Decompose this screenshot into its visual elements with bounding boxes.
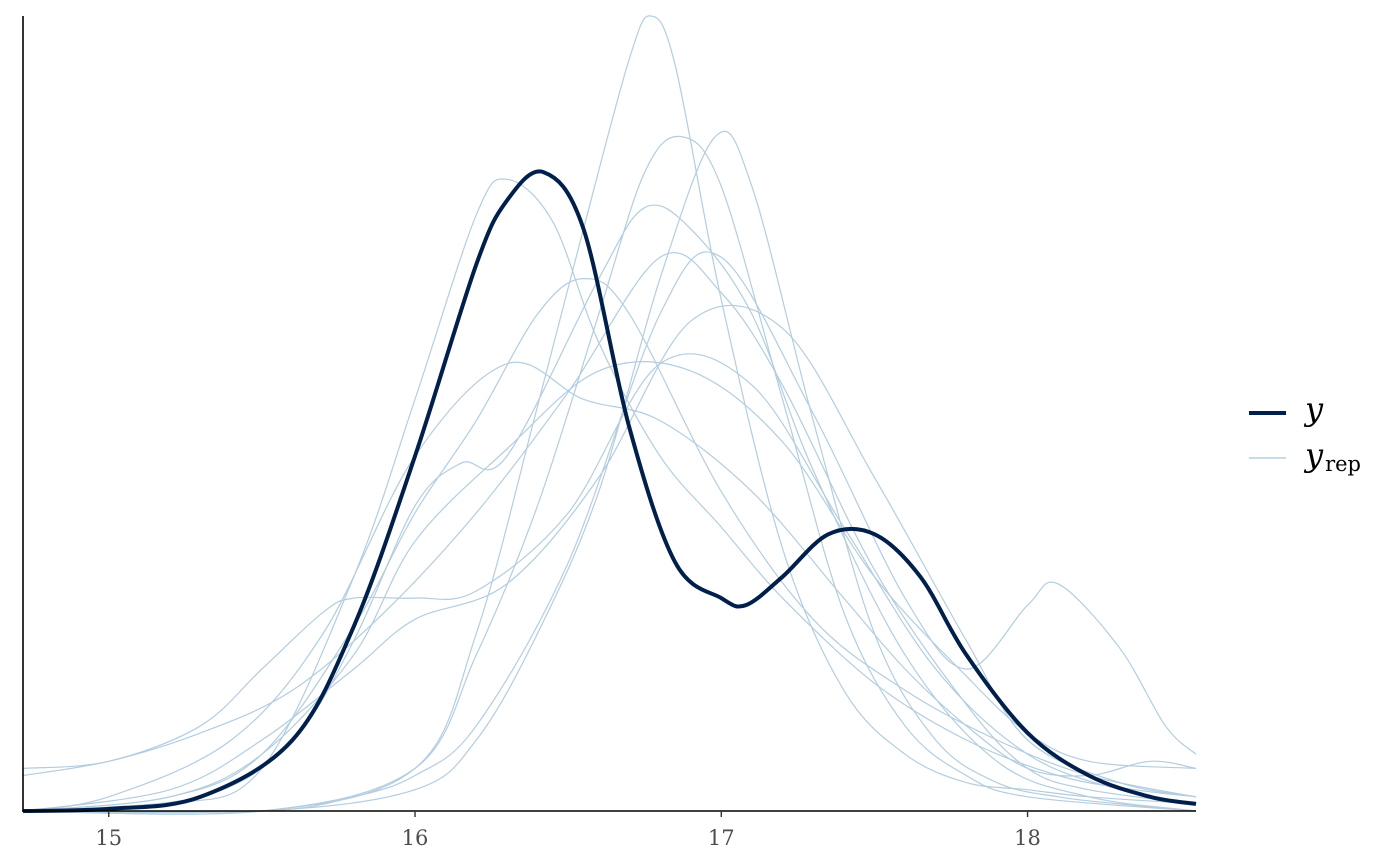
yrep-line-7 bbox=[22, 204, 1197, 812]
yrep-line-9 bbox=[22, 304, 1197, 812]
legend-label-yrep: yrep bbox=[1303, 436, 1361, 476]
x-axis-ticks: 15 16 17 18 bbox=[95, 811, 1041, 850]
legend: y yrep bbox=[1249, 390, 1361, 476]
yrep-line-12 bbox=[22, 353, 1197, 805]
yrep-line-11 bbox=[22, 251, 1197, 813]
x-tick-label-17: 17 bbox=[708, 826, 735, 850]
yrep-line-1 bbox=[22, 178, 1197, 812]
yrep-line-2 bbox=[22, 15, 1197, 815]
yrep-line-5 bbox=[22, 252, 1197, 805]
yrep-line-8 bbox=[22, 361, 1197, 812]
yrep-line-4 bbox=[22, 130, 1197, 814]
x-tick-label-16: 16 bbox=[402, 826, 429, 850]
yrep-line-3 bbox=[22, 135, 1197, 815]
yrep-density-lines bbox=[22, 15, 1197, 815]
legend-label-y: y bbox=[1303, 390, 1324, 428]
observed-density-line bbox=[22, 169, 1197, 813]
legend-label-yrep-sub: rep bbox=[1325, 452, 1361, 476]
x-tick-label-18: 18 bbox=[1014, 826, 1041, 850]
observed-y-line bbox=[22, 169, 1197, 813]
legend-label-yrep-base: y bbox=[1303, 436, 1324, 474]
yrep-line-6 bbox=[22, 277, 1197, 812]
x-tick-label-15: 15 bbox=[95, 826, 122, 850]
yrep-line-10 bbox=[22, 361, 1197, 812]
